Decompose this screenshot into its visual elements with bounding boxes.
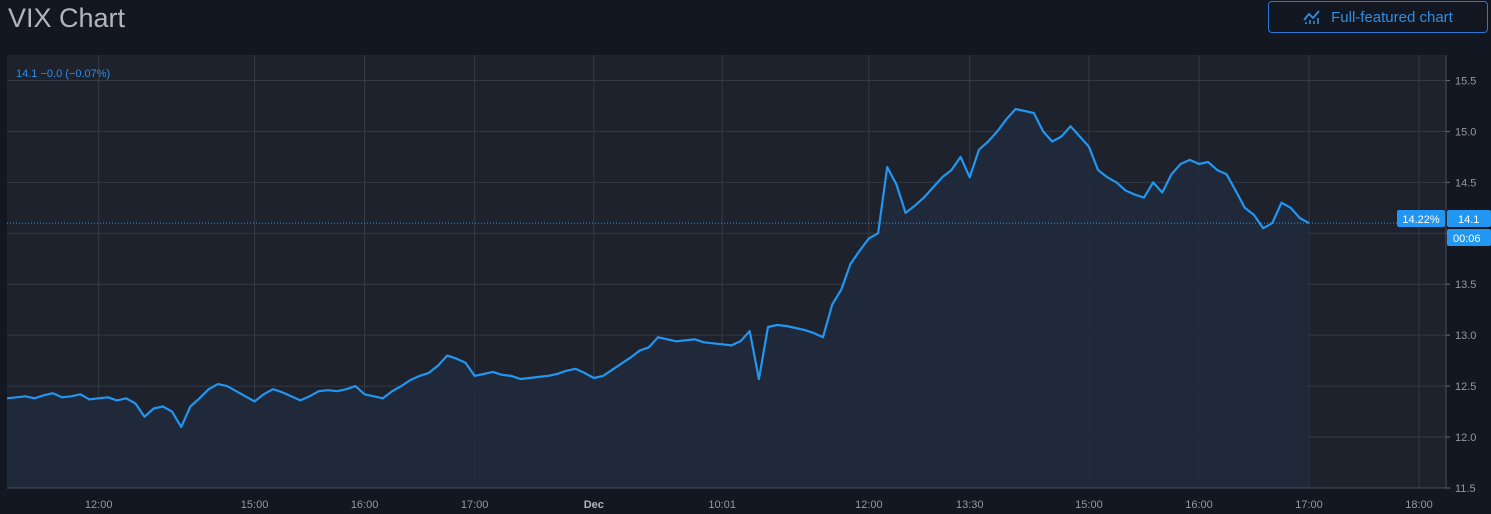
full-featured-chart-button[interactable]: Full-featured chart <box>1268 1 1488 33</box>
x-axis: 12:00 15:00 16:00 17:00 Dec 10:01 12:00 13:30 15… <box>7 487 1446 511</box>
x-tick-label: 16:00 <box>1185 499 1213 511</box>
percent-badge <box>1397 210 1445 227</box>
x-tick-label: 12:00 <box>855 499 883 511</box>
percent-badge-text: 14.22% <box>1402 214 1440 226</box>
x-tick-label: 13:30 <box>956 499 984 511</box>
x-tick-label: 12:00 <box>85 499 113 511</box>
y-tick-label: 15.5 <box>1455 75 1476 87</box>
x-tick-label: 10:01 <box>708 499 736 511</box>
y-tick-label: 14.5 <box>1455 177 1476 189</box>
series-line <box>7 107 1310 428</box>
x-tick-label: 15:00 <box>1075 499 1103 511</box>
y-tick-label: 13.5 <box>1455 279 1476 291</box>
legend-value: 14.1 −0.0 (−0.07%) <box>16 68 110 80</box>
y-tick-label: 12.5 <box>1455 381 1476 393</box>
area-fill <box>7 109 1309 488</box>
last-price-badge-text: 14.1 <box>1458 214 1479 226</box>
y-tick-label: 15.0 <box>1455 126 1476 138</box>
y-tick-label: 12.0 <box>1455 432 1476 444</box>
page-title: VIX Chart <box>8 3 126 33</box>
y-tick-label: 13.0 <box>1455 330 1476 342</box>
line-chart-icon <box>1303 10 1320 24</box>
full-featured-chart-label: Full-featured chart <box>1331 8 1453 26</box>
x-tick-label: 18:00 <box>1405 499 1433 511</box>
countdown-badge-text: 00:06 <box>1453 233 1481 245</box>
x-tick-label: 17:00 <box>461 499 489 511</box>
y-tick-label: 11.5 <box>1455 483 1476 495</box>
y-axis: 11.512.012.513.013.514.014.515.015.5 <box>1445 55 1476 495</box>
vix-chart[interactable]: 11.512.012.513.013.514.014.515.015.5 12:… <box>7 55 1491 514</box>
x-tick-label: 15:00 <box>241 499 269 511</box>
x-tick-label: Dec <box>584 499 604 511</box>
last-price-badge <box>1447 210 1491 227</box>
x-tick-label: 17:00 <box>1295 499 1323 511</box>
countdown-badge <box>1447 229 1491 246</box>
x-tick-label: 16:00 <box>351 499 379 511</box>
